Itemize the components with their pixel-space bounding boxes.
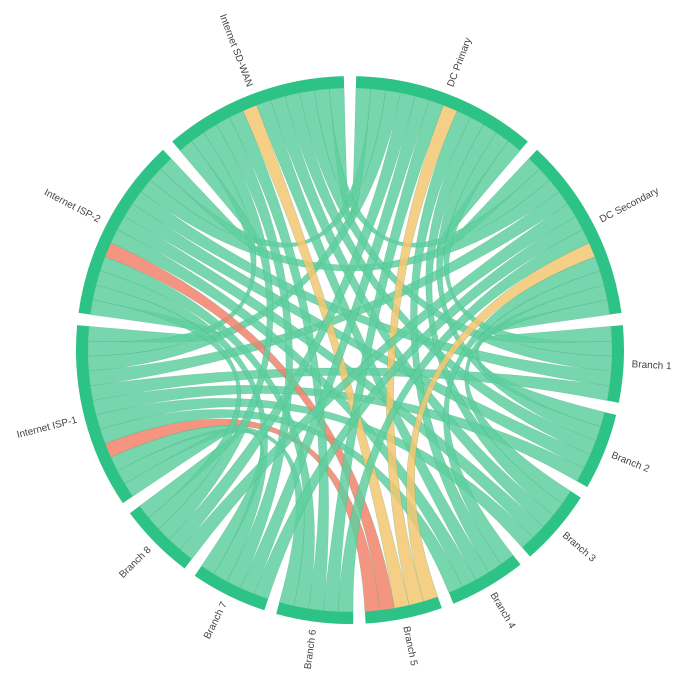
node-label: Branch 3 [560, 530, 598, 565]
node-arc [172, 76, 345, 151]
chord [284, 92, 597, 455]
node-label: Branch 8 [117, 544, 153, 580]
node-arc [528, 149, 622, 315]
node-arc [355, 76, 528, 151]
node-label: DC Primary [445, 36, 474, 88]
node-arc [276, 602, 354, 624]
node-label: Branch 2 [610, 450, 652, 475]
node-label: Internet ISP-1 [16, 415, 79, 441]
node-label: Internet SD-WAN [217, 13, 255, 89]
chords [87, 87, 613, 613]
chord [410, 110, 502, 573]
node-arc [78, 149, 172, 315]
node-arc [607, 325, 624, 403]
node-label: DC Secondary [598, 186, 661, 226]
chord [253, 216, 584, 600]
chord [435, 140, 540, 254]
node-label: Branch 6 [303, 628, 319, 670]
node-label: Branch 5 [400, 625, 419, 667]
node-arc [448, 555, 521, 604]
node-arc [576, 412, 617, 488]
node-arc [129, 506, 192, 569]
node-arc [522, 491, 581, 557]
node-label: Branch 7 [202, 600, 230, 641]
node-arc [364, 596, 442, 624]
node-label: Branch 4 [488, 591, 518, 631]
node-arc [76, 325, 133, 504]
chord [385, 104, 458, 606]
node-arc [194, 565, 269, 611]
chord [87, 90, 401, 372]
node-label: Internet ISP-2 [42, 187, 102, 225]
node-label: Branch 1 [631, 359, 672, 372]
